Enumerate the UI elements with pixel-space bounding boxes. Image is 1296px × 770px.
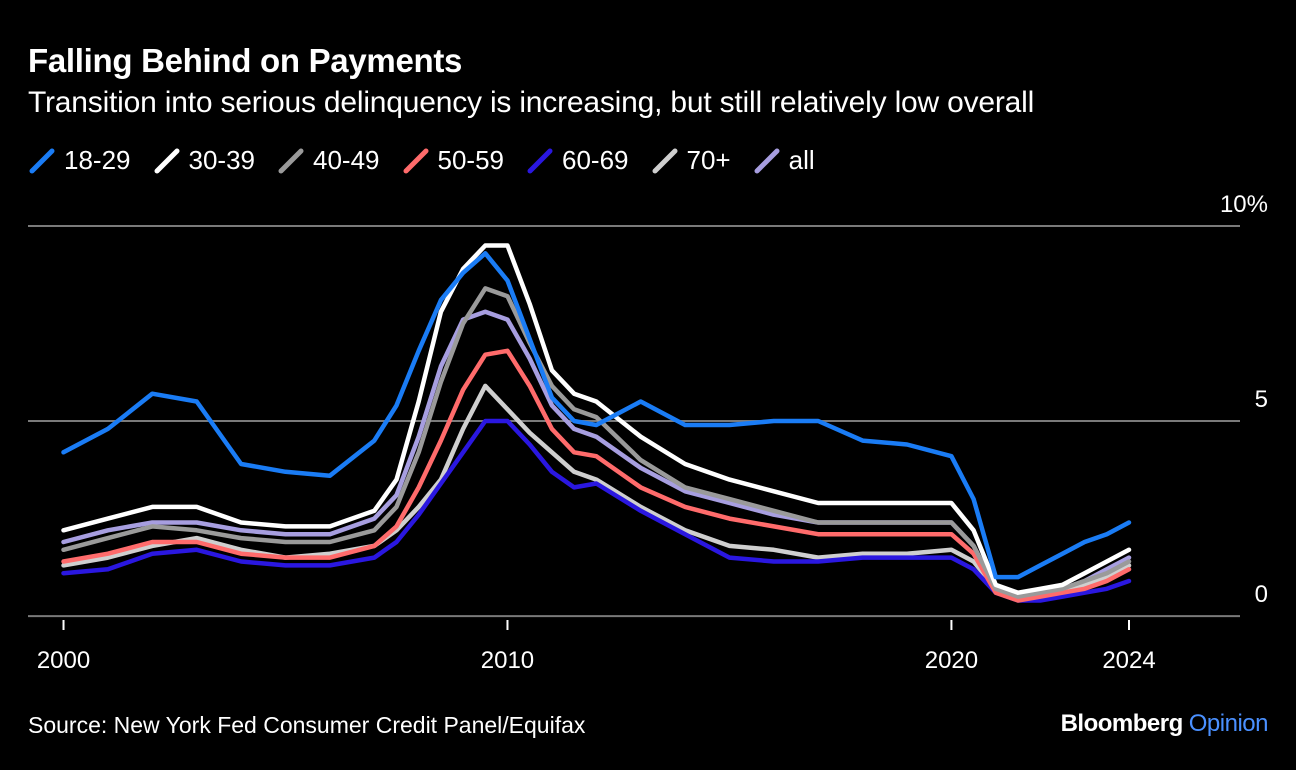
legend-label-30-39: 30-39	[188, 145, 256, 175]
legend-swatch-all	[754, 148, 780, 173]
legend-swatch-70+	[652, 148, 677, 173]
brand-part1: Bloomberg	[1060, 710, 1184, 737]
x-tick-label-2020: 2020	[925, 647, 978, 674]
legend-item-70+: 70+	[651, 145, 731, 176]
legend-item-40-49: 40-49	[277, 145, 380, 176]
y-axis: 0 5 10%	[1220, 191, 1268, 608]
legend: 18-29 30-39 40-49 50-59 60-69 70+ all	[28, 145, 837, 176]
series-lines	[61, 243, 1132, 603]
source-note: Source: New York Fed Consumer Credit Pan…	[28, 712, 586, 738]
legend-label-40-49: 40-49	[313, 145, 380, 175]
y-tick-label-0: 0	[1255, 581, 1268, 608]
x-tick-label-2000: 2000	[37, 647, 90, 674]
series-line-60-69	[61, 418, 1132, 603]
legend-item-all: all	[753, 145, 815, 176]
y-tick-label-10: 10%	[1220, 191, 1268, 218]
series-line-30-39	[61, 243, 1132, 595]
legend-item-30-39: 30-39	[153, 145, 256, 176]
brand-part2: Opinion	[1188, 710, 1269, 737]
y-tick-label-5: 5	[1255, 386, 1268, 413]
chart-title: Falling Behind on Payments	[28, 42, 463, 79]
legend-item-50-59: 50-59	[402, 145, 505, 176]
legend-swatch-60-69	[527, 148, 553, 173]
legend-swatch-30-39	[154, 148, 179, 173]
chart-subtitle: Transition into serious delinquency is i…	[28, 86, 1035, 119]
legend-label-50-59: 50-59	[437, 145, 505, 175]
legend-swatch-40-49	[278, 148, 304, 173]
series-line-50-59	[61, 348, 1132, 603]
series-line-40-49	[61, 286, 1132, 599]
x-tick-label-2010: 2010	[481, 647, 534, 674]
series-line-18-29	[61, 251, 1132, 580]
legend-label-all: all	[788, 145, 815, 175]
gridlines	[28, 225, 1240, 618]
x-tick-label-2024: 2024	[1102, 647, 1155, 674]
legend-label-18-29: 18-29	[64, 145, 131, 175]
legend-item-60-69: 60-69	[526, 145, 629, 176]
legend-swatch-18-29	[29, 148, 55, 173]
legend-label-70+: 70+	[686, 145, 731, 175]
legend-swatch-50-59	[403, 148, 428, 173]
brand-logo: Bloomberg Opinion	[1060, 710, 1269, 738]
legend-label-60-69: 60-69	[562, 145, 629, 175]
x-axis: 2000 2010 2020 2024	[37, 620, 1156, 674]
legend-item-18-29: 18-29	[28, 145, 131, 176]
